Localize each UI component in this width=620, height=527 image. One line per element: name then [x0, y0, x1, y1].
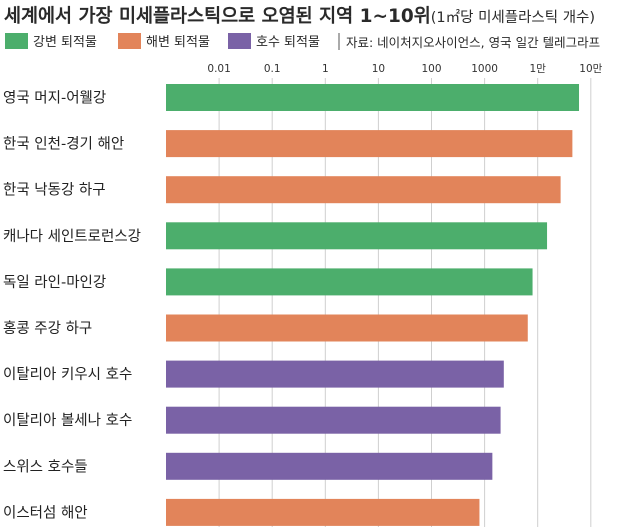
tick-label: 1 — [322, 63, 329, 75]
bar — [166, 130, 573, 158]
category-label: 이탈리아 키우시 호수 — [3, 366, 132, 383]
category-label: 이탈리아 볼세나 호수 — [3, 412, 132, 429]
legend-swatch-coast — [118, 33, 141, 49]
legend-label-lake: 호수 퇴적물 — [256, 35, 320, 50]
legend-item-river: 강변 퇴적물 — [5, 33, 97, 50]
tick-label: 10만 — [579, 63, 602, 75]
tick-label: 1000 — [471, 63, 498, 75]
legend-label-coast: 해변 퇴적물 — [146, 35, 210, 50]
bar — [166, 452, 493, 480]
tick-label: 0.1 — [264, 63, 281, 75]
legend-item-lake: 호수 퇴적물 — [228, 33, 320, 50]
category-label: 독일 라인-마인강 — [3, 274, 106, 291]
chart-title: 세계에서 가장 미세플라스틱으로 오염된 지역 1~10위(1㎡당 미세플라스틱… — [4, 5, 595, 27]
category-label: 영국 머지-어웰강 — [3, 90, 106, 107]
tick-label: 10 — [372, 63, 385, 75]
legend-label-river: 강변 퇴적물 — [33, 35, 97, 50]
tick-labels: 0.01 0.1 1 10 100 1000 1만 10만 — [207, 63, 602, 75]
category-label: 이스터섬 해안 — [3, 504, 88, 521]
legend: 강변 퇴적물 해변 퇴적물 호수 퇴적물 — [5, 33, 320, 50]
tick-label: 1만 — [530, 63, 547, 75]
source-note: 자료: 네이처지오사이언스, 영국 일간 텔레그라프 — [346, 35, 600, 50]
category-label: 홍콩 주강 하구 — [3, 320, 92, 337]
svg-text:세계에서 가장 미세플라스틱으로 오염된 지역 1~10위(: 세계에서 가장 미세플라스틱으로 오염된 지역 1~10위(1㎡당 미세플라스틱… — [4, 5, 595, 27]
legend-swatch-river — [5, 33, 28, 49]
bar — [166, 268, 533, 296]
tick-label: 100 — [421, 63, 441, 75]
bar — [166, 176, 561, 204]
bars — [166, 84, 580, 526]
category-label: 한국 낙동강 하구 — [3, 182, 106, 199]
category-label: 캐나다 세인트로런스강 — [3, 228, 141, 245]
chart-subtitle: (1㎡당 미세플라스틱 개수) — [431, 9, 595, 26]
category-label: 스위스 호수들 — [3, 458, 88, 475]
legend-swatch-lake — [228, 33, 251, 49]
bar — [166, 360, 504, 388]
bar — [166, 222, 548, 250]
bar — [166, 314, 528, 342]
bar — [166, 406, 501, 434]
bar — [166, 84, 580, 111]
legend-item-coast: 해변 퇴적물 — [118, 33, 210, 50]
category-label: 한국 인천-경기 해안 — [3, 136, 124, 153]
tick-label: 0.01 — [207, 63, 230, 75]
chart-title-main: 세계에서 가장 미세플라스틱으로 오염된 지역 1~10위 — [4, 5, 431, 27]
bar — [166, 498, 480, 526]
